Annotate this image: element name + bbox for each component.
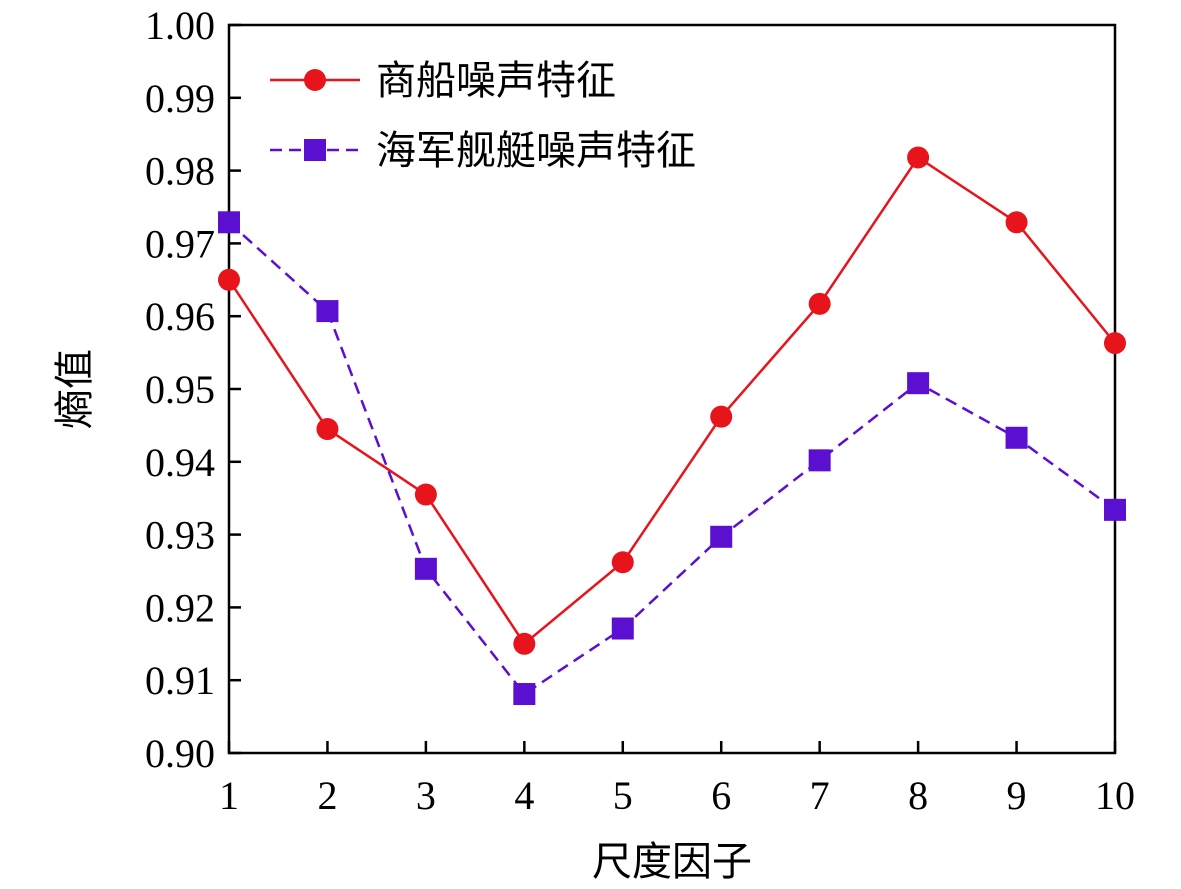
y-tick-label: 1.00 [145,3,215,48]
series-2-point [808,449,831,472]
y-tick-label: 0.92 [145,585,215,630]
series-2-line [228,221,1116,696]
series-1-point [414,483,437,506]
series-1-point [907,146,930,169]
x-axis: 1 2 3 4 5 6 7 8 9 10 [219,741,1135,818]
series-2-point [218,211,240,234]
y-tick-label: 0.94 [145,440,215,485]
series-1-point [1005,211,1028,234]
series-1-point [710,405,733,428]
legend-label: 商船噪声特征 [376,58,616,104]
x-tick-label: 8 [908,773,928,818]
x-tick-label: 9 [1007,773,1027,818]
x-axis-title: 尺度因子 [592,839,752,885]
series-2 [218,211,1126,706]
series-1-point [808,292,831,315]
x-tick-label: 2 [317,773,337,818]
series-2-point [1104,498,1126,521]
y-tick-label: 0.90 [145,731,215,776]
y-tick-label: 0.96 [145,294,215,339]
y-tick-label: 0.98 [145,149,215,194]
y-tick-label: 0.99 [145,76,215,121]
series-2-point [414,557,437,580]
series-1-point [513,632,536,655]
series-layer [218,146,1126,706]
series-2-point [513,683,536,706]
legend-item-1: 商船噪声特征 [270,58,616,104]
series-1-point [611,551,634,574]
y-tick-label: 0.97 [145,221,215,266]
legend-item-2: 海军舰艇噪声特征 [270,128,696,174]
y-tick-label: 0.91 [145,658,215,703]
legend-label: 海军舰艇噪声特征 [376,128,696,174]
series-1-line [227,155,1116,646]
series-2-point [316,300,339,323]
y-axis: 0.90 0.91 0.92 0.93 0.94 0.95 0.96 0.97 0.98 0.99… [145,3,241,776]
x-tick-label: 4 [514,773,534,818]
x-tick-label: 5 [613,773,633,818]
x-tick-label: 10 [1095,773,1135,818]
series-2-point [710,525,733,548]
series-2-point [1005,426,1028,449]
series-2-point [611,617,634,640]
y-axis-title: 熵值 [52,349,98,429]
series-1-point [1104,332,1126,355]
x-tick-label: 1 [219,773,239,818]
series-2-point [907,372,930,395]
legend-marker [304,139,326,161]
x-tick-label: 7 [810,773,830,818]
legend-marker [304,69,326,91]
series-1 [218,146,1126,655]
series-1-point [218,268,240,291]
x-tick-label: 3 [416,773,436,818]
x-tick-label: 6 [711,773,731,818]
y-tick-label: 0.93 [145,513,215,558]
series-1-point [316,418,339,441]
y-tick-label: 0.95 [145,367,215,412]
